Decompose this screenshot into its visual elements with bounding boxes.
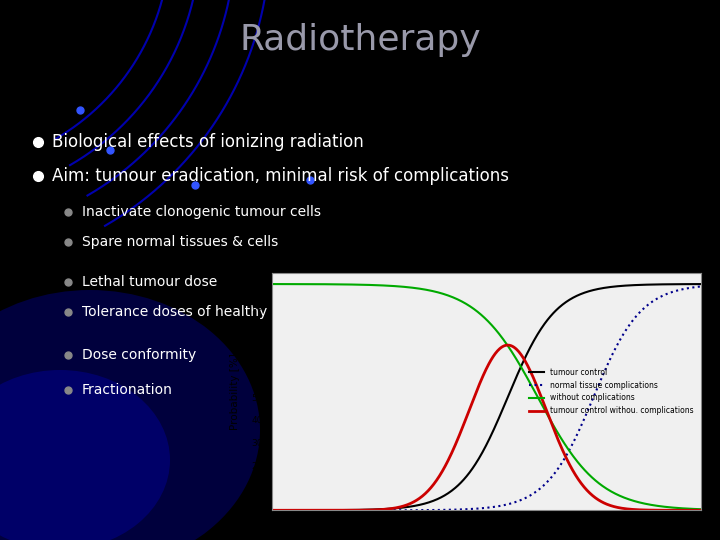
tumour control bbox=[378, 506, 387, 512]
tumour control bbox=[554, 305, 562, 312]
Text: Fractionation: Fractionation bbox=[82, 383, 173, 397]
without complications bbox=[268, 281, 276, 287]
Y-axis label: Probability [%]: Probability [%] bbox=[230, 353, 240, 430]
Line: without complications: without complications bbox=[272, 284, 701, 509]
Text: Aim: tumour eradication, minimal risk of complications: Aim: tumour eradication, minimal risk of… bbox=[52, 167, 509, 185]
without complications bbox=[590, 477, 599, 483]
Text: Radiotherapy: Radiotherapy bbox=[239, 23, 481, 57]
normal tissue complications bbox=[554, 465, 562, 471]
tumour control withou. complications bbox=[554, 438, 563, 445]
tumour control withou. complications bbox=[343, 507, 352, 514]
Text: Biological effects of ionizing radiation: Biological effects of ionizing radiation bbox=[52, 133, 364, 151]
X-axis label: Applied dose D: Applied dose D bbox=[439, 516, 534, 526]
tumour control bbox=[696, 281, 705, 287]
Line: tumour control withou. complications: tumour control withou. complications bbox=[272, 345, 701, 510]
Ellipse shape bbox=[0, 370, 170, 540]
Ellipse shape bbox=[0, 290, 260, 540]
tumour control withou. complications bbox=[378, 506, 387, 512]
tumour control bbox=[590, 287, 599, 293]
normal tissue complications bbox=[590, 391, 599, 397]
tumour control withou. complications bbox=[521, 358, 530, 365]
Text: Tolerance doses of healthy tissues: Tolerance doses of healthy tissues bbox=[82, 305, 320, 319]
Legend: tumour control, normal tissue complications, without complications, tumour contr: tumour control, normal tissue complicati… bbox=[526, 364, 697, 418]
without complications bbox=[462, 301, 470, 307]
Text: Spare normal tissues & cells: Spare normal tissues & cells bbox=[82, 235, 278, 249]
tumour control withou. complications bbox=[696, 507, 705, 514]
tumour control withou. complications bbox=[268, 507, 276, 514]
Line: normal tissue complications: normal tissue complications bbox=[272, 287, 701, 510]
Text: Inactivate clonogenic tumour cells: Inactivate clonogenic tumour cells bbox=[82, 205, 321, 219]
Text: Lethal tumour dose: Lethal tumour dose bbox=[82, 275, 217, 289]
Line: tumour control: tumour control bbox=[272, 284, 701, 510]
tumour control bbox=[343, 507, 352, 513]
without complications bbox=[521, 370, 529, 376]
normal tissue complications bbox=[268, 507, 276, 514]
without complications bbox=[696, 506, 705, 512]
normal tissue complications bbox=[378, 507, 387, 514]
tumour control bbox=[268, 507, 276, 514]
tumour control withou. complications bbox=[503, 342, 512, 348]
Text: Dose conformity: Dose conformity bbox=[82, 348, 197, 362]
without complications bbox=[554, 430, 562, 437]
normal tissue complications bbox=[343, 507, 352, 514]
normal tissue complications bbox=[521, 495, 529, 502]
tumour control withou. complications bbox=[462, 415, 470, 422]
without complications bbox=[343, 281, 352, 288]
normal tissue complications bbox=[462, 506, 470, 512]
without complications bbox=[378, 282, 387, 289]
tumour control bbox=[462, 474, 470, 480]
tumour control withou. complications bbox=[591, 495, 600, 501]
normal tissue complications bbox=[696, 284, 705, 290]
tumour control bbox=[521, 355, 529, 362]
